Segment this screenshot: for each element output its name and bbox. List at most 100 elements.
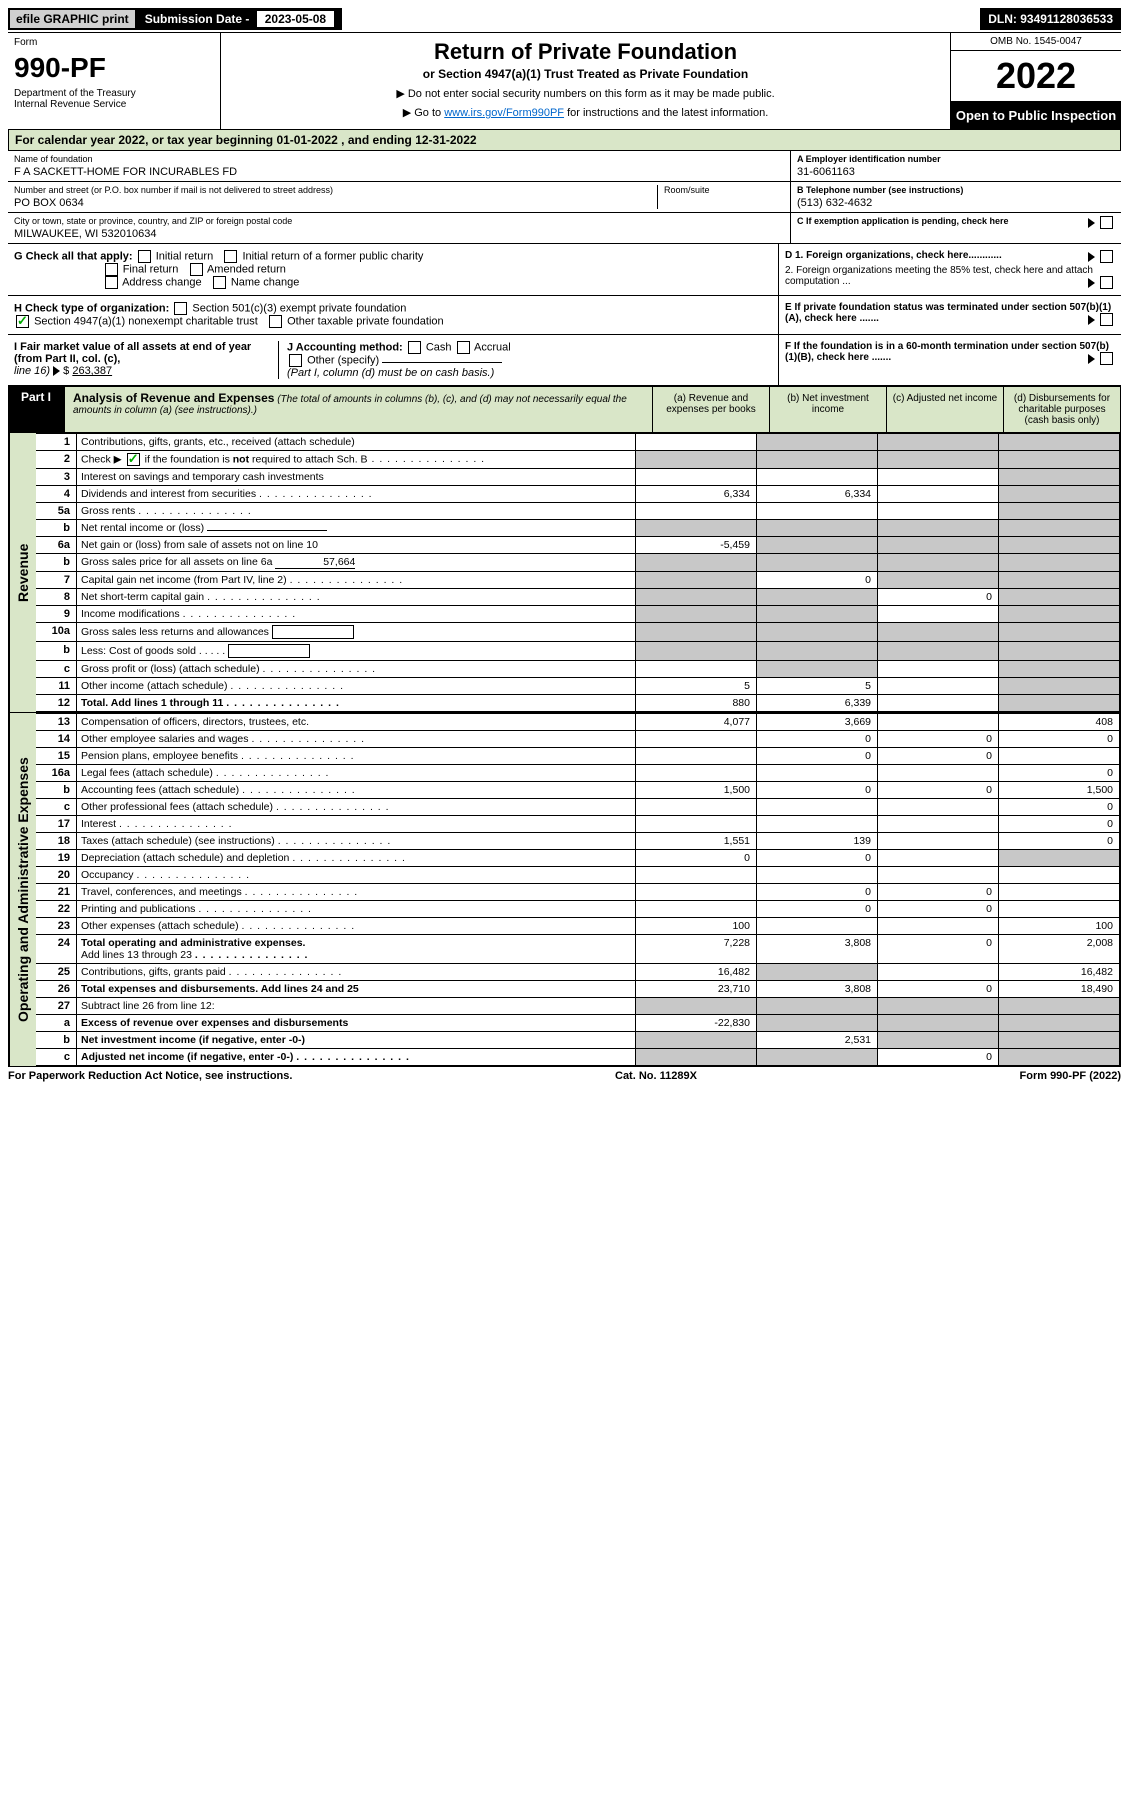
city-label: City or town, state or province, country… <box>14 216 784 226</box>
form-subtitle: or Section 4947(a)(1) Trust Treated as P… <box>229 67 942 81</box>
irs-label: Internal Revenue Service <box>14 99 214 110</box>
id-block: Name of foundation F A SACKETT-HOME FOR … <box>8 151 1121 244</box>
i-section: I Fair market value of all assets at end… <box>14 341 279 379</box>
dln: DLN: 93491128036533 <box>980 8 1121 30</box>
omb-number: OMB No. 1545-0047 <box>951 33 1121 51</box>
table-row: 26Total expenses and disbursements. Add … <box>36 981 1120 998</box>
table-row: 18Taxes (attach schedule) (see instructi… <box>36 833 1120 850</box>
revenue-side-label: Revenue <box>9 433 36 712</box>
checkbox-cash[interactable] <box>408 341 421 354</box>
irs-link[interactable]: www.irs.gov/Form990PF <box>444 107 564 119</box>
part1-title: Analysis of Revenue and Expenses <box>73 391 274 405</box>
checkbox-address-change[interactable] <box>105 276 118 289</box>
checkbox-d2[interactable] <box>1100 276 1113 289</box>
table-row: 23Other expenses (attach schedule) 10010… <box>36 918 1120 935</box>
col-b-header: (b) Net investment income <box>770 387 887 433</box>
f-label: F If the foundation is in a 60-month ter… <box>785 341 1109 363</box>
table-row: 11Other income (attach schedule) 55 <box>36 678 1120 695</box>
ij-section: I Fair market value of all assets at end… <box>8 335 779 385</box>
form-header: Form 990-PF Department of the Treasury I… <box>8 32 1121 130</box>
col-c-header: (c) Adjusted net income <box>887 387 1004 433</box>
g4: Amended return <box>207 263 286 275</box>
revenue-section: Revenue 1Contributions, gifts, grants, e… <box>8 433 1121 713</box>
checkbox-name-change[interactable] <box>213 276 226 289</box>
table-row: 12Total. Add lines 1 through 11 8806,339 <box>36 695 1120 712</box>
expenses-table: 13Compensation of officers, directors, t… <box>36 713 1120 1066</box>
arrow-icon <box>1088 278 1095 288</box>
checkbox-initial-return[interactable] <box>138 250 151 263</box>
top-bar: efile GRAPHIC print Submission Date - 20… <box>8 8 1121 30</box>
expenses-section: Operating and Administrative Expenses 13… <box>8 713 1121 1067</box>
h1: Section 501(c)(3) exempt private foundat… <box>192 302 406 314</box>
g-label: G Check all that apply: <box>14 250 133 262</box>
c-label: C If exemption application is pending, c… <box>797 216 1009 226</box>
checkbox-501c3[interactable] <box>174 302 187 315</box>
checkbox-other-method[interactable] <box>289 354 302 367</box>
g-section: G Check all that apply: Initial return I… <box>8 244 779 295</box>
name-label: Name of foundation <box>14 154 784 164</box>
address-cell: Number and street (or P.O. box number if… <box>8 182 790 213</box>
table-row: 15Pension plans, employee benefits 00 <box>36 748 1120 765</box>
table-row: bGross sales price for all assets on lin… <box>36 554 1120 572</box>
table-row: 3Interest on savings and temporary cash … <box>36 469 1120 486</box>
table-row: bNet rental income or (loss) <box>36 520 1120 537</box>
checkbox-sch-b[interactable] <box>127 453 140 466</box>
calendar-year-row: For calendar year 2022, or tax year begi… <box>8 130 1121 151</box>
cal-begin: 01-01-2022 <box>276 133 337 147</box>
room-label: Room/suite <box>664 185 784 195</box>
footer-mid: Cat. No. 11289X <box>615 1070 697 1082</box>
footer-right: Form 990-PF (2022) <box>1020 1070 1122 1082</box>
table-row: 1Contributions, gifts, grants, etc., rec… <box>36 434 1120 451</box>
open-public-badge: Open to Public Inspection <box>951 102 1121 129</box>
foundation-name: F A SACKETT-HOME FOR INCURABLES FD <box>14 166 784 178</box>
checkbox-4947a1[interactable] <box>16 315 29 328</box>
efile-print-button[interactable]: efile GRAPHIC print <box>8 8 137 30</box>
tax-year: 2022 <box>951 51 1121 102</box>
cal-pre: For calendar year 2022, or tax year begi… <box>15 133 276 147</box>
part1-header-table: Part I Analysis of Revenue and Expenses … <box>8 386 1121 433</box>
checkbox-e[interactable] <box>1100 313 1113 326</box>
addr-value: PO BOX 0634 <box>14 197 657 209</box>
submission-date-label: Submission Date - <box>145 12 250 26</box>
arrow-icon <box>53 366 60 376</box>
checkbox-d1[interactable] <box>1100 250 1113 263</box>
checkbox-f[interactable] <box>1100 352 1113 365</box>
checkbox-accrual[interactable] <box>457 341 470 354</box>
arrow-icon <box>1088 218 1095 228</box>
table-row: 8Net short-term capital gain 0 <box>36 589 1120 606</box>
arrow-icon <box>1088 252 1095 262</box>
d-section: D 1. Foreign organizations, check here..… <box>779 244 1121 295</box>
checkbox-final-return[interactable] <box>105 263 118 276</box>
footer-left: For Paperwork Reduction Act Notice, see … <box>8 1070 292 1082</box>
table-row: 10aGross sales less returns and allowanc… <box>36 623 1120 642</box>
j-note: (Part I, column (d) must be on cash basi… <box>287 367 494 379</box>
h3: Other taxable private foundation <box>287 315 444 327</box>
submission-date: Submission Date - 2023-05-08 <box>137 8 342 30</box>
form-note-1: ▶ Do not enter social security numbers o… <box>229 87 942 100</box>
i-line: line 16) <box>14 365 50 377</box>
check-row-g: G Check all that apply: Initial return I… <box>8 244 1121 296</box>
f-section: F If the foundation is in a 60-month ter… <box>779 335 1121 385</box>
checkbox-initial-former[interactable] <box>224 250 237 263</box>
table-row: cGross profit or (loss) (attach schedule… <box>36 661 1120 678</box>
g5: Address change <box>122 276 202 288</box>
id-right: A Employer identification number 31-6061… <box>790 151 1121 243</box>
table-row: 16aLegal fees (attach schedule) 0 <box>36 765 1120 782</box>
form-note-2: ▶ Go to www.irs.gov/Form990PF for instru… <box>229 106 942 119</box>
part1-badge: Part I <box>11 387 61 407</box>
dln-value: 93491128036533 <box>1020 12 1113 26</box>
city-cell: City or town, state or province, country… <box>8 213 790 243</box>
city-value: MILWAUKEE, WI 532010634 <box>14 228 784 240</box>
table-row: 7Capital gain net income (from Part IV, … <box>36 572 1120 589</box>
table-row: 9Income modifications <box>36 606 1120 623</box>
j1: Cash <box>426 341 452 353</box>
table-row: aExcess of revenue over expenses and dis… <box>36 1015 1120 1032</box>
e-label: E If private foundation status was termi… <box>785 302 1111 324</box>
table-row: 19Depreciation (attach schedule) and dep… <box>36 850 1120 867</box>
revenue-table: 1Contributions, gifts, grants, etc., rec… <box>36 433 1120 712</box>
checkbox-c[interactable] <box>1100 216 1113 229</box>
table-row: 24Total operating and administrative exp… <box>36 935 1120 964</box>
addr-label: Number and street (or P.O. box number if… <box>14 185 657 195</box>
checkbox-other-taxable[interactable] <box>269 315 282 328</box>
checkbox-amended[interactable] <box>190 263 203 276</box>
